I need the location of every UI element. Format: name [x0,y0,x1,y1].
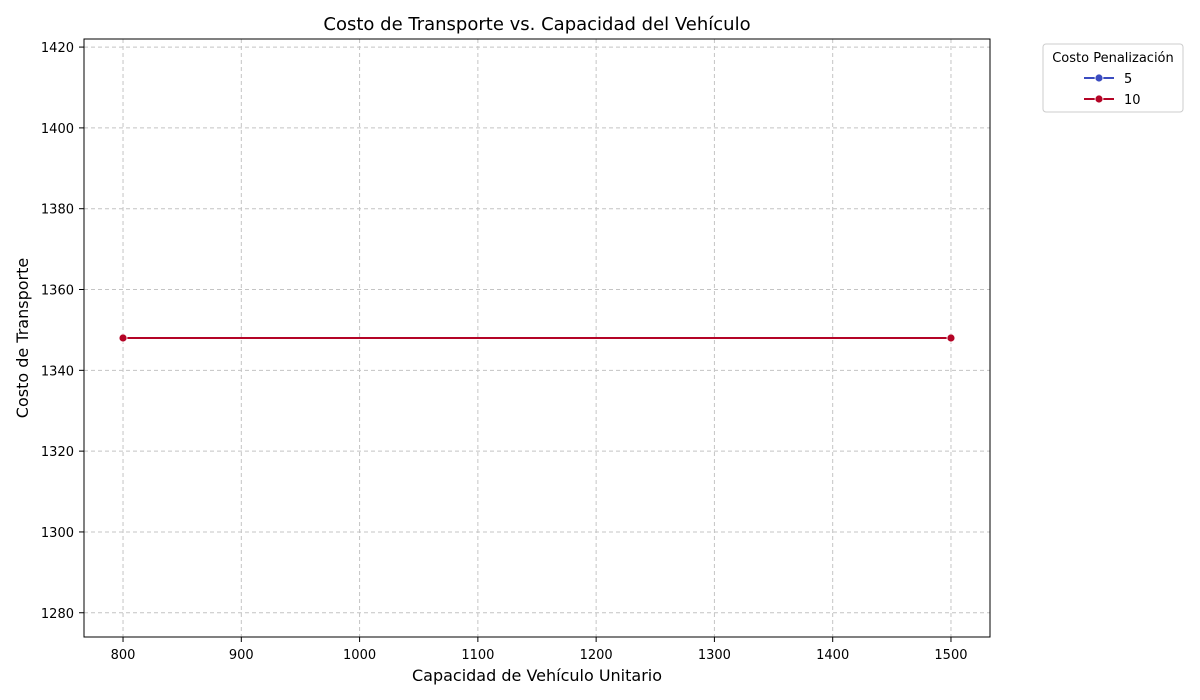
y-tick-label: 1320 [41,445,74,460]
data-point-10 [118,333,128,343]
x-tick-label: 1300 [698,648,731,663]
y-tick-label: 1380 [41,203,74,218]
grid [84,39,990,637]
y-tick-label: 1340 [41,364,74,379]
x-axis-label: Capacidad de Vehículo Unitario [412,666,662,685]
chart-title: Costo de Transporte vs. Capacidad del Ve… [323,14,750,35]
y-tick-label: 1300 [41,526,74,541]
legend-title: Costo Penalización [1052,51,1174,66]
y-tick-label: 1280 [41,607,74,622]
legend-marker-10 [1094,94,1104,104]
y-tick-label: 1420 [41,41,74,56]
x-tick-label: 900 [229,648,254,663]
legend: Costo Penalización 510 [1042,43,1184,113]
x-tick-label: 800 [111,648,136,663]
x-tick-label: 1000 [343,648,376,663]
legend-label-10: 10 [1124,93,1141,108]
y-axis-label: Costo de Transporte [13,258,32,418]
x-tick-label: 1500 [934,648,967,663]
y-tick-label: 1400 [41,122,74,137]
plot-area [83,38,991,638]
y-tick-label: 1360 [41,284,74,299]
x-tick-label: 1200 [580,648,613,663]
legend-label-5: 5 [1124,72,1132,87]
ticks: 800 900 1000 1100 1200 1300 1400 1500 1280 1300 13… [41,41,968,663]
legend-entries: 510 [1084,72,1141,108]
series-layer [118,333,956,343]
data-point-10 [946,333,956,343]
x-tick-label: 1400 [816,648,849,663]
legend-marker-5 [1094,73,1104,83]
x-tick-label: 1100 [461,648,494,663]
